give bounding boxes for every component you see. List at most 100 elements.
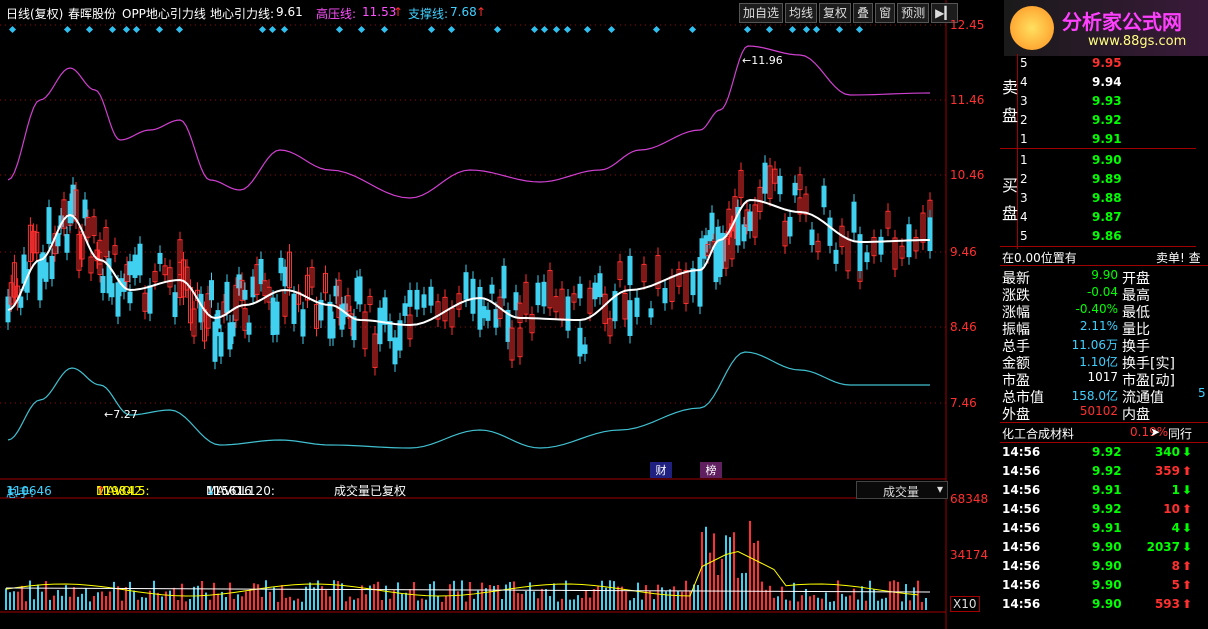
up-arrow-icon: ↑ (393, 5, 404, 19)
sell-order-link[interactable]: 卖单! 查 (1156, 251, 1201, 265)
center-line-value: 9.61 (276, 5, 303, 19)
sector-change: 0.19% (1130, 425, 1169, 439)
tick-time: 14:56 (1002, 597, 1041, 611)
same-industry-tab[interactable]: 同行 (1168, 427, 1193, 441)
quote-label: 总市值 (1002, 390, 1044, 406)
y-tick: 7.46 (950, 396, 977, 410)
high-annotation: ←11.96 (742, 54, 783, 67)
quote-label-2: 流通值 (1122, 390, 1164, 406)
sell-price[interactable]: 9.93 (1092, 94, 1122, 108)
up-arrow-icon: ⬆ (1182, 597, 1193, 611)
support-line-label: 支撑线: (408, 7, 449, 21)
quote-label: 振幅 (1002, 322, 1030, 338)
tick-volume: 340 (1154, 445, 1180, 459)
quote-value: 11.06万 (1071, 338, 1118, 352)
stock-name: 春晖股份 (68, 7, 117, 21)
flower-logo-icon (1010, 6, 1054, 50)
down-arrow-icon: ⬇ (1182, 521, 1193, 535)
high-line-label: 高压线: (316, 7, 357, 21)
sell-level: 3 (1020, 94, 1028, 108)
buy-price[interactable]: 9.88 (1092, 191, 1122, 205)
quote-label-2: 内盘 (1122, 407, 1150, 423)
buy-level: 1 (1020, 153, 1028, 167)
cursor-icon: ➤ (1150, 425, 1161, 439)
tick-time: 14:56 (1002, 559, 1041, 573)
center-line (7, 198, 931, 327)
volume-dropdown[interactable]: 成交量 ▾ (856, 481, 948, 499)
buy-level: 5 (1020, 229, 1028, 243)
buy-price[interactable]: 9.89 (1092, 172, 1122, 186)
quote-value: -0.04 (1086, 285, 1118, 299)
sell-price[interactable]: 9.92 (1092, 113, 1122, 127)
restore-button[interactable]: 复权 (819, 3, 852, 23)
tick-price: 9.90 (1092, 578, 1122, 592)
volume-note: 成交量已复权 (334, 484, 407, 498)
window-button[interactable]: 窗 (875, 3, 896, 23)
quote-value: 9.90 (1091, 268, 1118, 282)
tick-time: 14:56 (1002, 502, 1041, 516)
quote-label-2: 市盈[动] (1122, 373, 1175, 389)
quote-label: 涨幅 (1002, 305, 1030, 321)
quote-label: 总手 (1002, 339, 1030, 355)
quote-value: -0.40% (1075, 302, 1118, 316)
period-label[interactable]: 日线(复权) (6, 7, 64, 21)
tick-price: 9.92 (1092, 502, 1122, 516)
y-tick: 12.45 (950, 18, 985, 32)
quote-label-2: 量比 (1122, 322, 1150, 338)
vol-tick: 34174 (950, 548, 989, 562)
ma-button[interactable]: 均线 (785, 3, 818, 23)
buy-price[interactable]: 9.90 (1092, 153, 1122, 167)
sell-level: 1 (1020, 132, 1028, 146)
quote-value: 2.11% (1079, 319, 1118, 333)
tick-volume: 2037 (1146, 540, 1180, 554)
overlay-button[interactable]: 叠 (853, 3, 874, 23)
buy-level: 4 (1020, 210, 1028, 224)
float-value: 5 (1198, 386, 1206, 400)
sell-side-label: 卖盘 (1002, 78, 1019, 125)
tick-time: 14:56 (1002, 464, 1041, 478)
vol-tick: 68348 (950, 492, 989, 506)
sell-price[interactable]: 9.95 (1092, 56, 1122, 70)
down-arrow-icon: ⬇ (1182, 445, 1193, 459)
tick-time: 14:56 (1002, 540, 1041, 554)
buy-price[interactable]: 9.87 (1092, 210, 1122, 224)
quote-value: 1017 (1087, 370, 1118, 384)
sector-name[interactable]: 化工合成材料 (1002, 427, 1075, 441)
quote-label-2: 换手 (1122, 339, 1150, 355)
buy-side-label: 买盘 (1002, 176, 1019, 223)
quote-label-2: 换手[实] (1122, 356, 1175, 372)
tick-volume: 5 (1171, 578, 1180, 592)
tick-price: 9.90 (1092, 597, 1122, 611)
rank-badge[interactable]: 榜 (700, 462, 722, 478)
tick-time: 14:56 (1002, 445, 1041, 459)
center-line-label: 地心引力线: (210, 7, 275, 21)
tick-time: 14:56 (1002, 483, 1041, 497)
price-chart[interactable] (0, 0, 948, 629)
mavol120-line (5, 587, 931, 593)
tick-volume: 593 (1154, 597, 1180, 611)
quote-label: 外盘 (1002, 407, 1030, 423)
menu-arrow-icon[interactable]: ▶▎ (931, 3, 958, 23)
tick-price: 9.90 (1092, 559, 1122, 573)
quote-label: 金额 (1002, 356, 1030, 372)
quote-value: 158.0亿 (1071, 389, 1118, 403)
finance-badge[interactable]: 财 (650, 462, 672, 478)
quote-value: 1.10亿 (1079, 355, 1118, 369)
sell-level: 5 (1020, 56, 1028, 70)
forecast-button[interactable]: 预测 (897, 3, 930, 23)
quote-panel: 卖盘 买盘 在0.00位置有 卖单! 查 5 化工合成材料 0.19% ➤ 同行… (1000, 24, 1208, 629)
quote-label: 最新 (1002, 271, 1030, 287)
quote-label-2: 开盘 (1122, 271, 1150, 287)
sell-price[interactable]: 9.91 (1092, 132, 1122, 146)
support-line-value: 7.68 (450, 5, 477, 19)
tick-volume: 8 (1171, 559, 1180, 573)
high-line-value: 11.53 (362, 5, 397, 19)
chevron-down-icon: ▾ (936, 482, 943, 496)
tick-volume: 10 (1163, 502, 1180, 516)
add-watchlist-button[interactable]: 加自选 (739, 3, 784, 23)
sell-price[interactable]: 9.94 (1092, 75, 1122, 89)
high-line (7, 45, 931, 199)
down-arrow-icon: ⬇ (1182, 483, 1193, 497)
logo: 分析家公式网 www.88gs.com (1004, 0, 1208, 56)
buy-price[interactable]: 9.86 (1092, 229, 1122, 243)
